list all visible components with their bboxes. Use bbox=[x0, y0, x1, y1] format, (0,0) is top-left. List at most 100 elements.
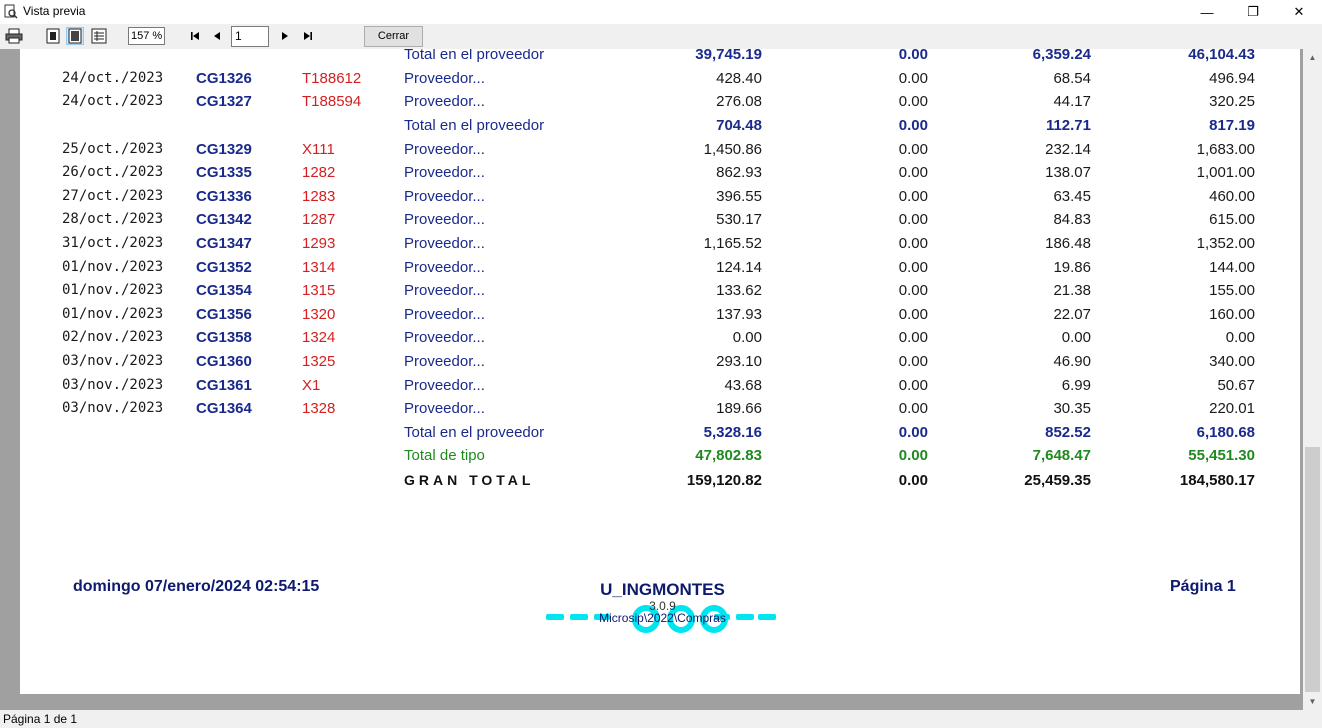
close-icon: ✕ bbox=[1293, 4, 1305, 19]
subtotal-cell: 133.62 bbox=[716, 282, 762, 299]
footer-user: U_INGMONTES bbox=[600, 580, 725, 599]
first-page-button[interactable] bbox=[186, 27, 204, 45]
tax-cell: 30.35 bbox=[1053, 400, 1091, 417]
table-row: Total de tipo 47,802.83 0.00 7,648.47 55,451… bbox=[20, 447, 1300, 470]
footer-page-number: Página 1 bbox=[1170, 578, 1236, 595]
date-cell: 25/oct./2023 bbox=[62, 141, 164, 157]
date-cell: 03/nov./2023 bbox=[62, 400, 164, 416]
microsip-logo-icon bbox=[546, 601, 776, 642]
discount-cell: 0.00 bbox=[898, 70, 928, 87]
subtotal-cell: 5,328.16 bbox=[703, 424, 762, 441]
preview-viewport[interactable]: Total en el proveedor 39,745.19 0.00 6,359.… bbox=[0, 49, 1322, 710]
description-cell: Proveedor... bbox=[404, 70, 485, 87]
code-cell: CG1356 bbox=[196, 306, 252, 323]
reference-cell: T188612 bbox=[302, 70, 362, 87]
tax-cell: 186.48 bbox=[1045, 235, 1091, 252]
maximize-button[interactable]: ❐ bbox=[1230, 0, 1276, 24]
table-row: 26/oct./2023 CG1335 1282 Proveedor... 862.93… bbox=[20, 164, 1300, 187]
tax-cell: 0.00 bbox=[1061, 329, 1091, 346]
subtotal-cell: 137.93 bbox=[716, 306, 762, 323]
description-cell: Proveedor... bbox=[404, 306, 485, 323]
date-cell: 03/nov./2023 bbox=[62, 377, 164, 393]
discount-cell: 0.00 bbox=[898, 329, 928, 346]
code-cell: CG1342 bbox=[196, 211, 252, 228]
table-row: 27/oct./2023 CG1336 1283 Proveedor... 396.55… bbox=[20, 188, 1300, 211]
tax-cell: 84.83 bbox=[1053, 211, 1091, 228]
scroll-thumb[interactable] bbox=[1305, 447, 1320, 692]
code-cell: CG1352 bbox=[196, 259, 252, 276]
tax-cell: 68.54 bbox=[1053, 70, 1091, 87]
last-page-button[interactable] bbox=[299, 27, 317, 45]
vertical-scrollbar[interactable]: ▲ ▼ bbox=[1303, 49, 1322, 710]
subtotal-cell: 530.17 bbox=[716, 211, 762, 228]
tax-cell: 22.07 bbox=[1053, 306, 1091, 323]
discount-cell: 0.00 bbox=[898, 259, 928, 276]
table-row: 03/nov./2023 CG1361 X1 Proveedor... 43.68 0.0… bbox=[20, 377, 1300, 400]
subtotal-cell: 47,802.83 bbox=[695, 447, 762, 464]
window-title: Vista previa bbox=[23, 4, 86, 18]
close-preview-button[interactable]: Cerrar bbox=[364, 26, 423, 47]
printer-icon bbox=[5, 28, 23, 44]
description-cell: Proveedor... bbox=[404, 188, 485, 205]
code-cell: CG1335 bbox=[196, 164, 252, 181]
subtotal-cell: 428.40 bbox=[716, 70, 762, 87]
table-row: GRAN TOTAL 159,120.82 0.00 25,459.35 184,580… bbox=[20, 472, 1300, 495]
reference-cell: X1 bbox=[302, 377, 321, 394]
tax-cell: 6.99 bbox=[1061, 377, 1091, 394]
table-row: 24/oct./2023 CG1327 T188594 Proveedor... 276… bbox=[20, 93, 1300, 116]
date-cell: 28/oct./2023 bbox=[62, 211, 164, 227]
reference-cell: 1315 bbox=[302, 282, 336, 299]
total-cell: 460.00 bbox=[1209, 188, 1255, 205]
report-page: Total en el proveedor 39,745.19 0.00 6,359.… bbox=[20, 49, 1300, 694]
subtotal-cell: 862.93 bbox=[716, 164, 762, 181]
table-row: 24/oct./2023 CG1326 T188612 Proveedor... 428… bbox=[20, 70, 1300, 93]
subtotal-cell: 189.66 bbox=[716, 400, 762, 417]
tax-cell: 44.17 bbox=[1053, 93, 1091, 110]
code-cell: CG1361 bbox=[196, 377, 252, 394]
tax-cell: 232.14 bbox=[1045, 141, 1091, 158]
previous-page-button[interactable] bbox=[208, 27, 226, 45]
description-cell: Proveedor... bbox=[404, 400, 485, 417]
total-cell: 340.00 bbox=[1209, 353, 1255, 370]
zoom-input[interactable]: 157 % bbox=[128, 27, 165, 45]
table-row: 28/oct./2023 CG1342 1287 Proveedor... 530.17… bbox=[20, 211, 1300, 234]
scroll-up-icon[interactable]: ▲ bbox=[1308, 53, 1317, 62]
multi-page-view-button[interactable] bbox=[90, 27, 108, 45]
reference-cell: 1324 bbox=[302, 329, 336, 346]
close-window-button[interactable]: ✕ bbox=[1276, 0, 1322, 24]
description-cell: Proveedor... bbox=[404, 211, 485, 228]
total-cell: 46,104.43 bbox=[1188, 49, 1255, 63]
date-cell: 26/oct./2023 bbox=[62, 164, 164, 180]
page-width-view-button[interactable] bbox=[66, 27, 84, 45]
discount-cell: 0.00 bbox=[898, 117, 928, 134]
description-cell: Proveedor... bbox=[404, 93, 485, 110]
page-number-input[interactable]: 1 bbox=[231, 26, 269, 47]
code-cell: CG1364 bbox=[196, 400, 252, 417]
print-preview-icon bbox=[3, 4, 18, 19]
reference-cell: 1287 bbox=[302, 211, 336, 228]
subtotal-cell: 293.10 bbox=[716, 353, 762, 370]
toolbar: 157 % 1 Cerrar bbox=[0, 24, 1322, 49]
last-page-icon bbox=[304, 32, 312, 40]
minimize-button[interactable]: — bbox=[1184, 0, 1230, 24]
next-page-button[interactable] bbox=[276, 27, 294, 45]
discount-cell: 0.00 bbox=[898, 472, 928, 489]
subtotal-cell: 276.08 bbox=[716, 93, 762, 110]
tax-cell: 7,648.47 bbox=[1032, 447, 1091, 464]
total-cell: 55,451.30 bbox=[1188, 447, 1255, 464]
scroll-down-icon[interactable]: ▼ bbox=[1308, 697, 1317, 706]
footer-version: 3.0.9 bbox=[649, 599, 676, 613]
discount-cell: 0.00 bbox=[898, 188, 928, 205]
total-cell: 1,001.00 bbox=[1196, 164, 1255, 181]
subtotal-cell: 43.68 bbox=[724, 377, 762, 394]
description-cell: Total en el proveedor bbox=[404, 424, 545, 441]
footer-path: Microsip\2022\Compras bbox=[599, 611, 726, 625]
table-row: 25/oct./2023 CG1329 X111 Proveedor... 1,450.… bbox=[20, 141, 1300, 164]
first-page-icon bbox=[191, 32, 199, 40]
print-button[interactable] bbox=[5, 27, 23, 45]
single-page-view-button[interactable] bbox=[44, 27, 62, 45]
discount-cell: 0.00 bbox=[898, 353, 928, 370]
restore-icon: ❐ bbox=[1247, 4, 1259, 19]
date-cell: 24/oct./2023 bbox=[62, 70, 164, 86]
date-cell: 31/oct./2023 bbox=[62, 235, 164, 251]
